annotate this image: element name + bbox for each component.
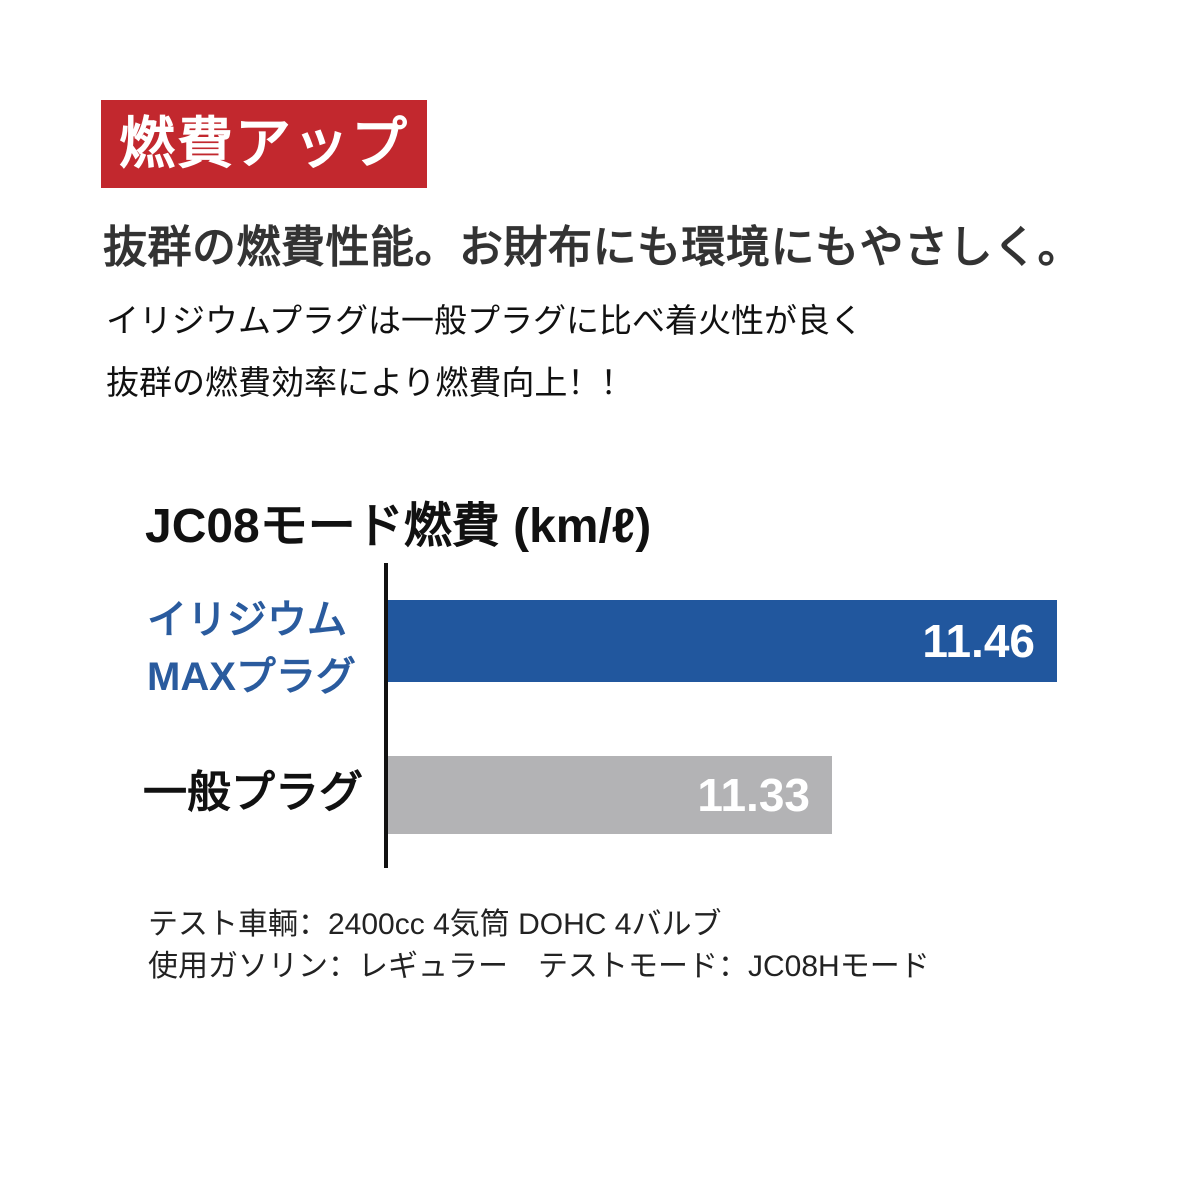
headline: 抜群の燃費性能。お財布にも環境にもやさしく。 bbox=[103, 223, 1082, 272]
chart-axis-line bbox=[384, 563, 388, 868]
bar-label-iridium-max: イリジウム MAXプラグ bbox=[147, 592, 356, 706]
bar-value-iridium-max: 11.46 bbox=[922, 615, 1035, 667]
bar-iridium-max: 11.46 bbox=[388, 600, 1057, 682]
chart-title: JC08モード燃費 (km/ℓ) bbox=[145, 500, 652, 553]
bar-label-iridium-max-line1: イリジウム bbox=[147, 598, 347, 642]
fuel-up-badge: 燃費アップ bbox=[101, 100, 427, 188]
body-line-2: 抜群の燃費効率により燃費向上！！ bbox=[106, 364, 634, 401]
bar-general: 11.33 bbox=[388, 756, 832, 834]
bar-label-iridium-max-line2: MAXプラグ bbox=[147, 655, 356, 699]
footnote-test-vehicle: テスト車輌：2400cc 4気筒 DOHC 4バルブ bbox=[148, 908, 722, 941]
bar-label-general-line1: 一般プラグ bbox=[143, 768, 363, 817]
body-line-1: イリジウムプラグは一般プラグに比べ着火性が良く bbox=[106, 302, 864, 339]
fuel-up-badge-label: 燃費アップ bbox=[119, 112, 409, 175]
footnote-fuel-mode: 使用ガソリン：レギュラー テストモード：JC08Hモード bbox=[148, 950, 930, 983]
bar-value-general: 11.33 bbox=[697, 769, 810, 821]
bar-label-general: 一般プラグ bbox=[143, 771, 363, 815]
